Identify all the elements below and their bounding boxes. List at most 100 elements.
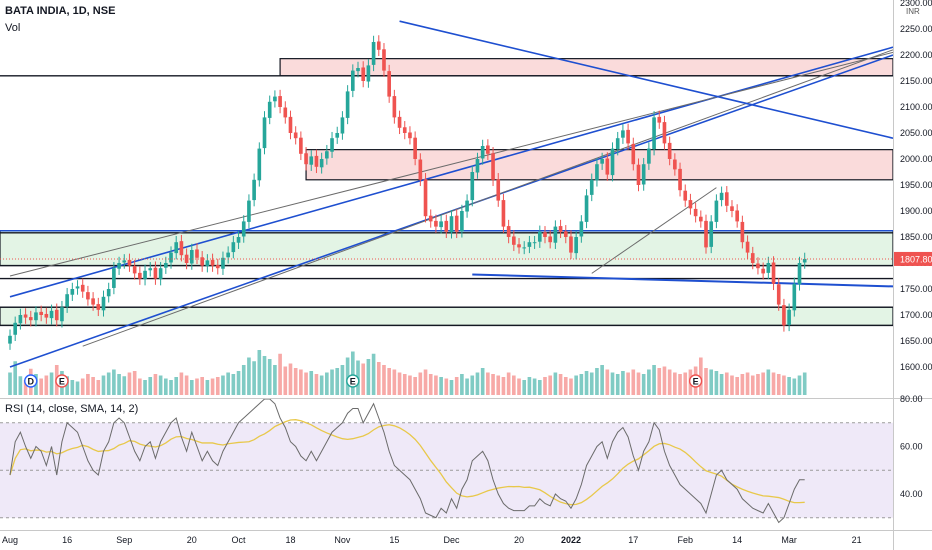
candle-body bbox=[522, 247, 527, 249]
candle-body bbox=[70, 289, 75, 295]
volume-bar bbox=[13, 361, 18, 395]
volume-bar bbox=[496, 375, 501, 395]
candle bbox=[704, 214, 708, 254]
event-marker-circle bbox=[24, 374, 38, 388]
volume-bar bbox=[517, 378, 521, 395]
volume-bar bbox=[70, 380, 75, 395]
candle bbox=[730, 200, 734, 218]
candle bbox=[647, 142, 651, 170]
candle-body bbox=[626, 129, 630, 144]
candle bbox=[615, 131, 620, 156]
long-uptrend-upper bbox=[9, 46, 893, 298]
volume-bar bbox=[465, 378, 469, 395]
candle bbox=[418, 153, 423, 187]
candle-body bbox=[122, 260, 127, 263]
volume-bar bbox=[319, 375, 324, 395]
price-tick-label: 2250.00 bbox=[900, 24, 932, 34]
candle-body bbox=[428, 215, 433, 222]
candle bbox=[610, 142, 615, 182]
candle bbox=[153, 261, 158, 285]
volume-bar bbox=[584, 371, 589, 395]
candle bbox=[267, 95, 272, 125]
candle bbox=[283, 101, 288, 124]
volume-bar bbox=[553, 372, 558, 395]
candle bbox=[657, 110, 662, 129]
candle-body bbox=[273, 96, 277, 102]
candle-body bbox=[657, 116, 662, 123]
volume-bar bbox=[257, 350, 262, 395]
price-tick-label: 1600.00 bbox=[900, 362, 932, 372]
volume-bar bbox=[350, 351, 355, 395]
time-axis-label: 17 bbox=[628, 535, 638, 545]
candle bbox=[486, 139, 490, 161]
candle-body bbox=[210, 259, 215, 266]
candle-body bbox=[158, 268, 163, 280]
volume-bar bbox=[299, 369, 303, 395]
candle-body bbox=[299, 137, 303, 154]
candle-body bbox=[304, 153, 308, 165]
volume-bar bbox=[423, 369, 428, 395]
volume-bar bbox=[205, 380, 210, 395]
volume-bar bbox=[631, 369, 636, 395]
price-tick-label: 2200.00 bbox=[900, 50, 932, 60]
candle-body bbox=[683, 190, 688, 201]
candle bbox=[215, 258, 220, 275]
volume-bar bbox=[454, 377, 459, 395]
candle-body bbox=[714, 200, 719, 222]
candle-body bbox=[127, 259, 132, 266]
time-axis-label: Dec bbox=[443, 535, 460, 545]
volume-bar bbox=[106, 372, 111, 395]
volume-bar bbox=[460, 374, 464, 395]
candle bbox=[382, 43, 386, 77]
rsi-tick-label: 80.00 bbox=[900, 394, 923, 404]
price-tick-label: 1900.00 bbox=[900, 206, 932, 216]
candle bbox=[673, 153, 677, 176]
price-tick-label: 2100.00 bbox=[900, 102, 932, 112]
time-axis-label: 15 bbox=[389, 535, 399, 545]
price-tick-label: 1650.00 bbox=[900, 336, 932, 346]
rsi-tick-label: 40.00 bbox=[900, 489, 923, 499]
candle-body bbox=[517, 244, 521, 248]
candle-body bbox=[579, 221, 584, 237]
candle-body bbox=[444, 220, 449, 232]
candle bbox=[278, 89, 282, 114]
candle bbox=[117, 256, 121, 275]
candle-body bbox=[330, 138, 334, 152]
candle-body bbox=[771, 262, 776, 284]
candle bbox=[512, 230, 516, 252]
volume-bar bbox=[470, 375, 475, 395]
volume-bar bbox=[236, 371, 241, 395]
candle-body bbox=[688, 200, 693, 209]
candle-body bbox=[49, 310, 54, 319]
candle-body bbox=[480, 146, 485, 159]
candle-body bbox=[319, 159, 324, 168]
candle bbox=[782, 298, 786, 332]
volume-bar bbox=[304, 372, 308, 395]
candle-body bbox=[215, 265, 220, 269]
candle bbox=[621, 124, 625, 144]
candle-body bbox=[413, 137, 417, 159]
candle-body bbox=[698, 216, 703, 222]
candle bbox=[96, 297, 101, 317]
candle-body bbox=[169, 252, 173, 263]
candle bbox=[387, 64, 391, 103]
volume-bar bbox=[506, 372, 511, 395]
time-axis-label: 20 bbox=[187, 535, 197, 545]
volume-bar bbox=[215, 377, 220, 395]
candle-body bbox=[558, 226, 563, 232]
candle-body bbox=[486, 145, 490, 154]
candle-body bbox=[75, 286, 80, 289]
volume-bar bbox=[8, 372, 12, 395]
candle bbox=[543, 226, 547, 244]
candle-body bbox=[314, 155, 319, 167]
candle-body bbox=[345, 91, 350, 118]
volume-bar bbox=[18, 376, 23, 395]
candle-body bbox=[782, 305, 786, 326]
candle bbox=[584, 189, 589, 229]
candle-body bbox=[532, 242, 537, 244]
candle-body bbox=[143, 270, 147, 280]
volume-bar bbox=[730, 375, 734, 395]
candle-body bbox=[719, 192, 724, 201]
volume-bar bbox=[153, 374, 158, 395]
